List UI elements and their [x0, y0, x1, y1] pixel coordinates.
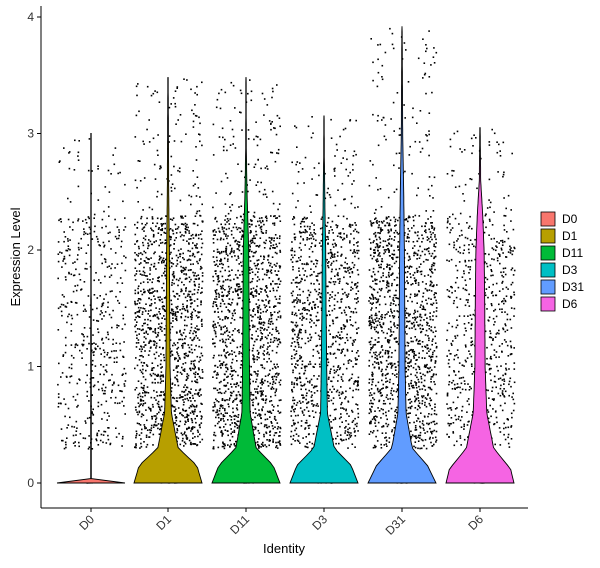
axes-layer: [40, 6, 528, 509]
x-tick-label-D11: D11: [227, 512, 252, 537]
y-tick-label: 0: [27, 476, 34, 490]
legend-item-D1: D1: [540, 228, 578, 244]
legend-item-D3: D3: [540, 262, 578, 278]
y-tick-label: 2: [27, 243, 34, 257]
legend-key-D3: [540, 262, 556, 278]
points-D6: [446, 128, 516, 484]
legend-label-D31: D31: [562, 280, 584, 294]
legend-item-D6: D6: [540, 296, 578, 312]
points-D11: [212, 79, 282, 484]
legend-label-D1: D1: [562, 229, 578, 243]
legend-item-D11: D11: [540, 245, 583, 261]
y-axis-title: Expression Level: [8, 207, 23, 306]
points-D1: [134, 78, 204, 484]
x-tick-label-D6: D6: [465, 512, 486, 533]
legend: D0 D1 D11 D3 D31 D6: [540, 211, 584, 312]
y-tick-label: 4: [27, 10, 34, 24]
x-tick-label-D3: D3: [309, 512, 330, 533]
legend-item-D31: D31: [540, 279, 584, 295]
x-tick-label-D31: D31: [383, 512, 409, 538]
legend-label-D6: D6: [562, 297, 578, 311]
y-ticks: 0 1 2 3 4: [27, 10, 41, 490]
violins-layer: [56, 26, 515, 484]
legend-key-D11: [540, 245, 556, 261]
jitter-points-layer: [57, 27, 516, 484]
x-ticks: D0 D1 D11 D3 D31 D6: [76, 508, 486, 538]
legend-key-D1: [540, 228, 556, 244]
x-tick-label-D1: D1: [153, 512, 174, 533]
violin-D11: [211, 77, 281, 484]
legend-key-D6: [540, 296, 556, 312]
violin-D1: [133, 77, 203, 484]
x-tick-label-D0: D0: [76, 512, 97, 533]
violin-D31: [367, 26, 437, 484]
violin-D6: [445, 127, 515, 484]
violin-D0: [56, 133, 126, 484]
y-tick-label: 1: [27, 360, 34, 374]
y-tick-label: 3: [27, 127, 34, 141]
legend-label-D11: D11: [562, 246, 583, 260]
points-D0: [57, 138, 127, 484]
legend-key-D31: [540, 279, 556, 295]
legend-item-D0: D0: [540, 211, 578, 227]
x-axis-title: Identity: [263, 541, 305, 556]
violin-D3: [289, 115, 359, 484]
legend-label-D3: D3: [562, 263, 578, 277]
legend-label-D0: D0: [562, 212, 578, 226]
legend-key-D0: [540, 211, 556, 227]
